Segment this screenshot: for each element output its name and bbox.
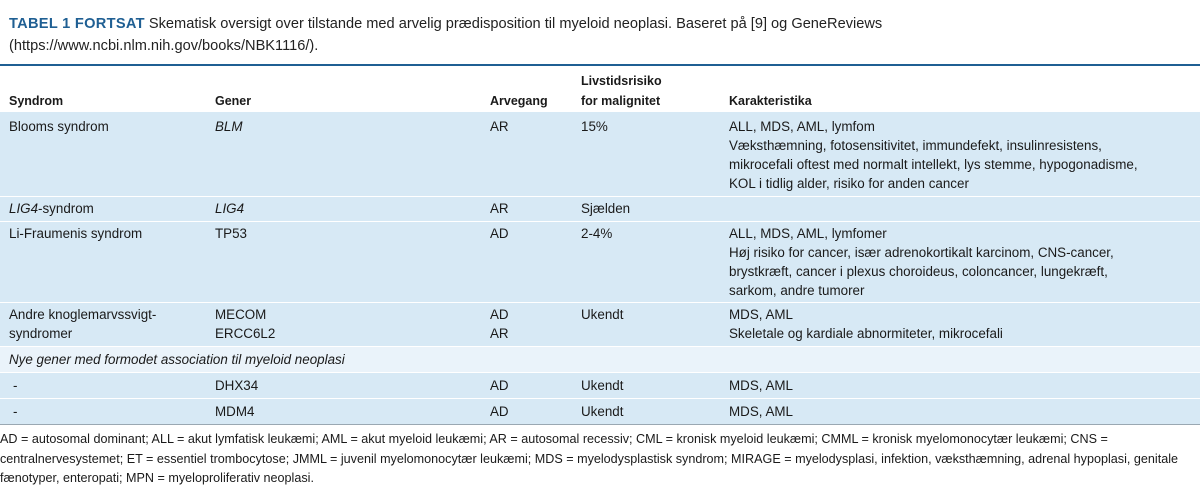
cell-arvegang: AR [490,326,509,341]
gene-name-italic: LIG4 [9,201,39,216]
row-separator [0,372,1200,373]
cell-karakteristika: mikrocefali oftest med normalt intellekt… [729,157,1138,172]
syndrom-suffix: -syndrom [38,201,94,216]
row-separator [0,346,1200,347]
table-number: TABEL 1 FORTSAT [9,16,145,32]
section-heading: Nye gener med formodet association til m… [9,352,345,367]
table-footnote: AD = autosomal dominant; ALL = akut lymf… [0,432,1178,485]
cell-syndrom: Blooms syndrom [9,119,109,134]
row-separator [0,398,1200,399]
caption-text: Skematisk oversigt over tilstande med ar… [9,16,883,54]
cell-arvegang: AD [490,307,509,322]
cell-karakteristika: sarkom, andre tumorer [729,283,865,298]
cell-risiko: 2-4% [581,226,613,241]
cell-gener: MECOM [215,307,267,322]
cell-karakteristika: ALL, MDS, AML, lymfomer [729,226,887,241]
cell-risiko: Ukendt [581,378,624,393]
cell-karakteristika: Høj risiko for cancer, især adrenokortik… [729,245,1114,260]
cell-arvegang: AR [490,119,509,134]
cell-arvegang: AR [490,201,509,216]
cell-karakteristika: MDS, AML [729,404,793,419]
cell-gener: ERCC6L2 [215,326,276,341]
header-gener: Gener [215,94,252,108]
cell-karakteristika: Væksthæmning, fotosensitivitet, immundef… [729,138,1102,153]
cell-risiko: Ukendt [581,404,624,419]
cell-syndrom: Li-Fraumenis syndrom [9,226,143,241]
cell-syndrom: syndromer [9,326,73,341]
header-for-malignitet: for malignitet [581,94,661,108]
section-band [0,346,1200,372]
cell-syndrom: Andre knoglemarvssvigt- [9,307,157,322]
cell-syndrom: LIG4-syndrom [9,199,94,218]
cell-gener: BLM [215,119,243,134]
cell-karakteristika: Skeletale og kardiale abnormiteter, mikr… [729,326,1003,341]
header-karakteristika: Karakteristika [729,94,812,108]
cell-arvegang: AD [490,226,509,241]
cell-gener: LIG4 [215,201,245,216]
cell-arvegang: AD [490,378,509,393]
header-arvegang: Arvegang [490,94,548,108]
cell-karakteristika: ALL, MDS, AML, lymfom [729,119,875,134]
cell-risiko: 15% [581,119,608,134]
row-separator [0,196,1200,197]
row-separator [0,302,1200,303]
cell-karakteristika: MDS, AML [729,307,793,322]
cell-syndrom: - [13,378,18,393]
cell-gener: MDM4 [215,404,255,419]
cell-risiko: Ukendt [581,307,624,322]
cell-risiko: Sjælden [581,201,631,216]
table-caption: TABEL 1 FORTSAT Skematisk oversigt over … [9,13,1189,57]
row-separator [0,221,1200,222]
table-bottom-rule [0,424,1200,425]
header-livstidsrisiko: Livstidsrisiko [581,74,662,88]
cell-arvegang: AD [490,404,509,419]
header-syndrom: Syndrom [9,94,64,108]
table-top-rule [0,64,1200,66]
cell-gener: DHX34 [215,378,259,393]
cell-syndrom: - [13,404,18,419]
cell-karakteristika: MDS, AML [729,378,793,393]
cell-gener: TP53 [215,226,248,241]
cell-karakteristika: brystkræft, cancer i plexus choroideus, … [729,264,1108,279]
cell-karakteristika: KOL i tidlig alder, risiko for anden can… [729,176,969,191]
